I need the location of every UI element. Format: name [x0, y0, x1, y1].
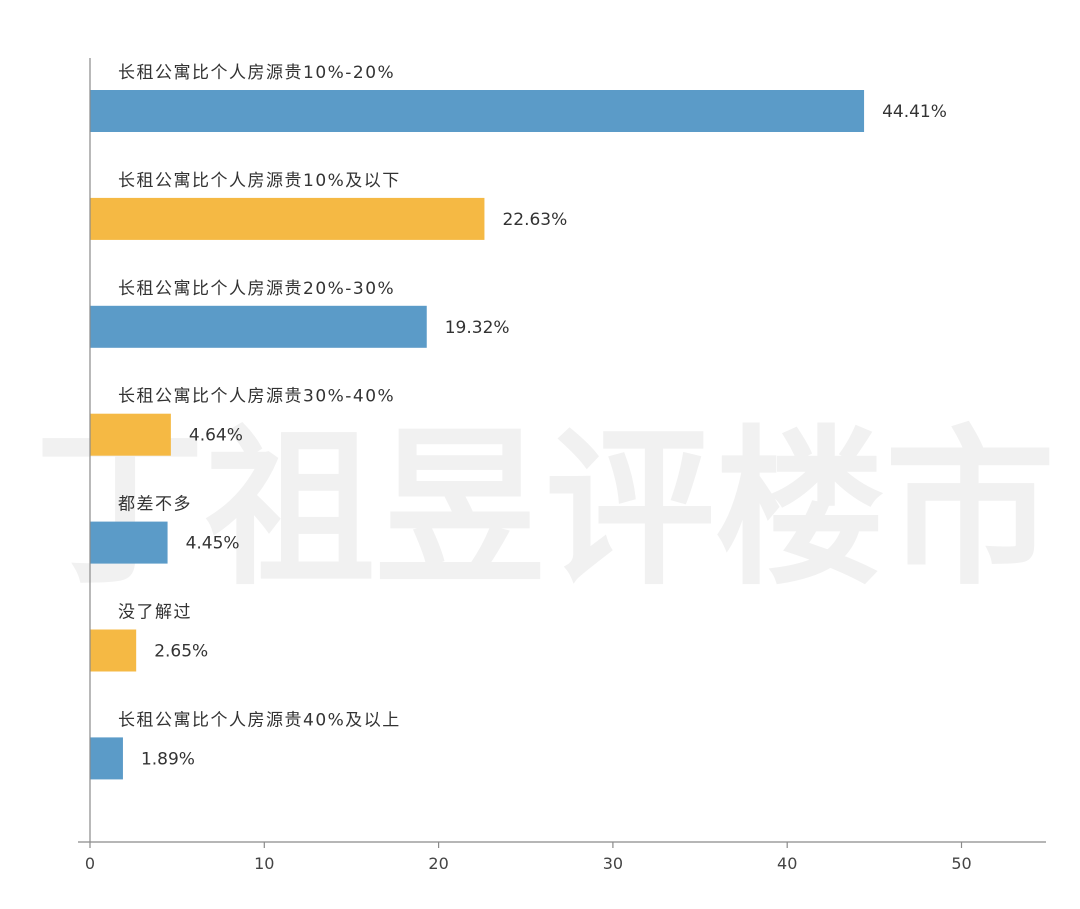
x-tick-label: 10 — [254, 854, 274, 873]
bar — [90, 629, 137, 672]
value-label: 44.41% — [882, 102, 947, 122]
bar — [90, 305, 427, 348]
bar — [90, 90, 865, 132]
bars-layer: 长租公寓比个人房源贵10%-20% 44.41% 长租公寓比个人房源贵10%及以下 2… — [90, 63, 947, 780]
x-tick-label: 30 — [603, 854, 623, 873]
x-tick-label: 20 — [428, 854, 448, 873]
value-label: 2.65% — [154, 642, 208, 662]
bar — [90, 737, 123, 780]
value-label: 1.89% — [141, 749, 195, 769]
category-label: 长租公寓比个人房源贵20%-30% — [118, 279, 395, 299]
bar — [90, 521, 168, 564]
value-label: 4.64% — [189, 426, 243, 446]
x-axis-ticks: 0 10 20 30 40 50 — [85, 842, 972, 873]
category-label: 长租公寓比个人房源贵40%及以上 — [118, 710, 401, 730]
category-label: 长租公寓比个人房源贵10%-20% — [118, 63, 395, 83]
value-label: 22.63% — [502, 210, 567, 230]
value-label: 4.45% — [186, 534, 240, 554]
watermark-text: 丁祖昱评楼市 — [35, 409, 1055, 609]
category-label: 都差不多 — [118, 495, 192, 515]
value-label: 19.32% — [445, 318, 510, 338]
category-label: 长租公寓比个人房源贵30%-40% — [118, 387, 395, 407]
category-label: 长租公寓比个人房源贵10%及以下 — [118, 171, 401, 191]
x-tick-label: 0 — [85, 854, 95, 873]
x-tick-label: 50 — [951, 854, 971, 873]
x-tick-label: 40 — [777, 854, 797, 873]
bar — [90, 413, 171, 456]
category-label: 没了解过 — [118, 603, 192, 623]
bar — [90, 197, 485, 240]
